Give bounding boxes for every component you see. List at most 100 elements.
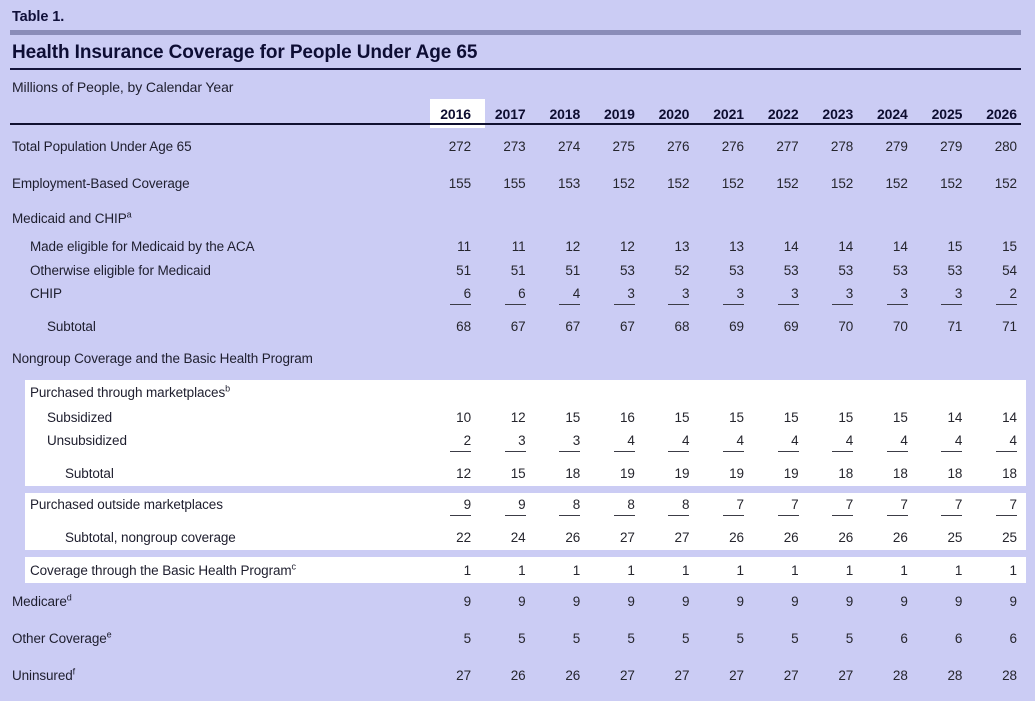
cell-value: 27 bbox=[783, 668, 799, 683]
value-cell: 18 bbox=[867, 466, 922, 481]
cell-value-underlined: 7 bbox=[722, 497, 744, 516]
value-cell: 3 bbox=[703, 282, 758, 305]
value-cell: 6 bbox=[430, 282, 485, 305]
value-cell: 69 bbox=[758, 319, 813, 334]
value-cell: 12 bbox=[594, 239, 649, 254]
value-cell: 28 bbox=[867, 668, 922, 683]
row-label-text: Subsidized bbox=[47, 409, 113, 425]
value-cell: 68 bbox=[430, 319, 485, 334]
cell-value: 1 bbox=[845, 562, 854, 578]
cell-value-underlined: 4 bbox=[722, 433, 744, 452]
value-cell: 3 bbox=[867, 282, 922, 305]
value-cell: 8 bbox=[648, 493, 703, 516]
value-cell: 27 bbox=[648, 530, 703, 545]
value-cell: 70 bbox=[812, 319, 867, 334]
cell-value: 11 bbox=[457, 238, 471, 254]
value-cell: 7 bbox=[703, 493, 758, 516]
value-cell: 7 bbox=[921, 493, 976, 516]
cell-value: 27 bbox=[456, 668, 471, 683]
row-label: Subtotal, nongroup coverage bbox=[25, 530, 430, 545]
cell-value: 53 bbox=[619, 262, 635, 278]
value-cell: 155 bbox=[485, 176, 540, 191]
cell-value: 272 bbox=[448, 139, 471, 154]
cell-value: 9 bbox=[845, 594, 854, 609]
cell-value-underlined: 7 bbox=[995, 497, 1017, 516]
cell-value: 22 bbox=[456, 530, 471, 545]
year-cell: 2023 bbox=[822, 106, 854, 122]
table-row: Purchased through marketplacesb bbox=[25, 380, 1026, 405]
value-cell: 27 bbox=[430, 668, 485, 683]
value-cell: 67 bbox=[485, 319, 540, 334]
cell-value-underlined: 8 bbox=[668, 497, 689, 516]
value-cell: 3 bbox=[812, 282, 867, 305]
value-cell: 7 bbox=[867, 493, 922, 516]
table-row: Coverage through the Basic Health Progra… bbox=[25, 557, 1026, 583]
value-cell: 69 bbox=[703, 319, 758, 334]
row-label-text: Subtotal bbox=[65, 466, 114, 481]
value-cell: 1 bbox=[976, 563, 1031, 578]
year-header-row: 2016 2017 2018 2019 2020 2021 2022 2023 2024 2025… bbox=[10, 99, 1021, 128]
row-label-text: Purchased through marketplaces bbox=[30, 385, 226, 400]
value-cell: 24 bbox=[485, 530, 540, 545]
value-cell: 152 bbox=[812, 176, 867, 191]
value-cell: 5 bbox=[758, 631, 813, 646]
row-label-text: Purchased outside marketplaces bbox=[30, 497, 223, 512]
cell-value: 14 bbox=[892, 238, 908, 254]
cell-value: 15 bbox=[674, 409, 690, 425]
cell-value: 15 bbox=[783, 409, 799, 425]
cell-value: 19 bbox=[619, 466, 635, 481]
cell-value: 26 bbox=[783, 530, 799, 545]
cell-value: 12 bbox=[565, 238, 581, 254]
cell-value: 26 bbox=[892, 530, 908, 545]
table-row: Subsidized 10 12 15 16 15 15 15 15 15 14 14 bbox=[25, 405, 1026, 429]
value-cell: 1 bbox=[485, 563, 540, 578]
value-cell: 67 bbox=[594, 319, 649, 334]
cell-value: 5 bbox=[736, 631, 745, 646]
value-cell: 9 bbox=[867, 594, 922, 609]
value-cell: 276 bbox=[703, 139, 758, 154]
subtitle: Millions of People, by Calendar Year bbox=[12, 79, 234, 95]
year-cell: 2026 bbox=[986, 106, 1017, 122]
cell-value: 12 bbox=[456, 466, 471, 481]
value-cell: 3 bbox=[758, 282, 813, 305]
cell-value: 28 bbox=[892, 668, 908, 683]
cell-value: 15 bbox=[510, 466, 526, 481]
cell-value: 18 bbox=[947, 466, 963, 481]
cell-value-underlined: 4 bbox=[832, 433, 853, 452]
value-cell: 4 bbox=[758, 429, 813, 452]
cell-value-underlined: 3 bbox=[886, 286, 908, 305]
value-cell: 272 bbox=[430, 139, 485, 154]
value-cell: 9 bbox=[703, 594, 758, 609]
row-label: Purchased outside marketplaces bbox=[25, 493, 430, 512]
cell-value: 152 bbox=[612, 176, 635, 191]
page-title: Health Insurance Coverage for People Und… bbox=[12, 42, 478, 63]
value-cell: 9 bbox=[539, 594, 594, 609]
cell-value: 274 bbox=[557, 139, 581, 154]
value-cell: 9 bbox=[648, 594, 703, 609]
value-cell: 276 bbox=[648, 139, 703, 154]
white-box: Purchased outside marketplaces 9 9 8 8 8 7 7 7 7 7… bbox=[25, 493, 1026, 550]
value-cell: 15 bbox=[648, 410, 703, 425]
cell-value: 28 bbox=[1002, 668, 1017, 683]
cell-value: 152 bbox=[940, 176, 963, 191]
table-number-label: Table 1. bbox=[12, 9, 65, 25]
row-label-text: Subtotal bbox=[47, 319, 96, 334]
value-cell: 27 bbox=[648, 668, 703, 683]
cell-value: 68 bbox=[674, 319, 690, 334]
cell-value-underlined: 7 bbox=[886, 497, 908, 516]
cell-value: 27 bbox=[838, 668, 854, 683]
value-cell: 274 bbox=[539, 139, 594, 154]
row-label-text: Employment-Based Coverage bbox=[12, 176, 190, 191]
cell-value: 14 bbox=[947, 409, 963, 425]
value-cell: 53 bbox=[812, 263, 867, 278]
cell-value: 53 bbox=[729, 262, 744, 278]
table-row: Medicaid and CHIPa bbox=[10, 202, 1021, 234]
value-cell: 9 bbox=[758, 594, 813, 609]
value-cell: 2 bbox=[976, 282, 1031, 305]
cell-value: 67 bbox=[565, 319, 581, 334]
cell-value: 12 bbox=[510, 409, 526, 425]
cell-value: 14 bbox=[783, 238, 799, 254]
value-cell: 26 bbox=[539, 530, 594, 545]
cell-value: 15 bbox=[565, 409, 581, 425]
